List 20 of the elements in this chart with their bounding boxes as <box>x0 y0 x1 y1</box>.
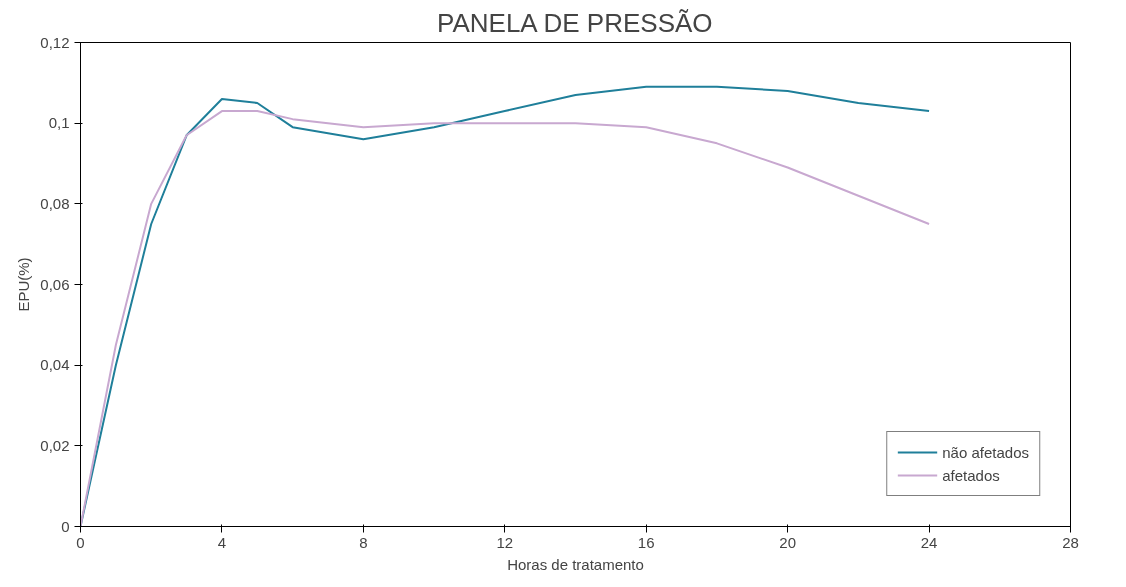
y-tick-label: 0,08 <box>40 194 70 212</box>
x-tick-label: 16 <box>637 533 655 551</box>
x-tick-label: 24 <box>920 533 938 551</box>
x-axis-title: Horas de tratamento <box>507 555 644 573</box>
y-tick-label: 0,06 <box>40 275 70 293</box>
x-tick-label: 0 <box>76 533 85 551</box>
y-tick-label: 0,1 <box>48 114 70 132</box>
x-tick-label: 4 <box>217 533 227 551</box>
x-tick-label: 20 <box>779 533 796 551</box>
y-tick-label: 0 <box>61 517 70 535</box>
x-tick-label: 8 <box>359 533 368 551</box>
y-tick-label: 0,04 <box>40 356 70 374</box>
y-tick-label: 0,02 <box>40 436 70 454</box>
y-axis-title: EPU(%) <box>15 257 33 312</box>
x-tick-label: 12 <box>496 533 514 551</box>
legend-label: não afetados <box>942 443 1029 461</box>
y-tick-label: 0,12 <box>40 33 70 51</box>
legend-label: afetados <box>942 466 1000 484</box>
x-tick-label: 28 <box>1062 533 1079 551</box>
chart-title: PANELA DE PRESSÃO <box>437 7 713 38</box>
